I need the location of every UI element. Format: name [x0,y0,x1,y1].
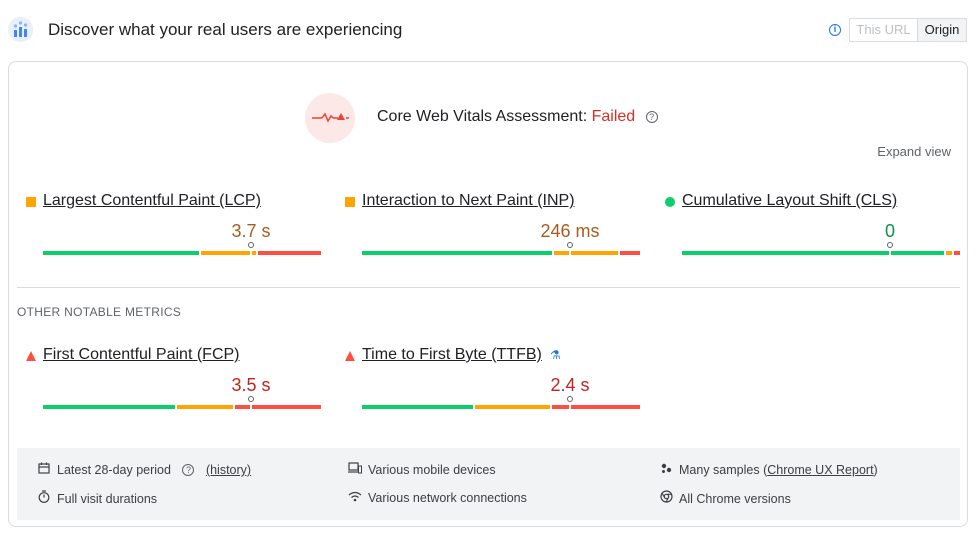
good-segment [43,251,199,255]
metric-name-link[interactable]: Interaction to Next Paint (INP) [362,192,575,209]
metric-value: 3.5 s [231,375,271,395]
metric-name-link[interactable]: Cumulative Layout Shift (CLS) [682,192,898,209]
this-url-button[interactable]: This URL [849,18,918,42]
p75-marker [567,242,573,248]
chrome-icon [659,490,673,506]
p75-marker [248,396,254,402]
needs-improvement-segment [201,251,256,255]
duration-info: Full visit durations [37,490,157,506]
page-title: Discover what your real users are experi… [48,20,403,39]
metric-value: 0 [884,221,896,241]
period-text: Latest 28-day period [57,463,171,477]
network-text: Various network connections [368,491,527,505]
distribution-bar [362,396,640,412]
people-icon [659,462,673,477]
stopwatch-icon [37,490,51,506]
needs-improvement-segment [177,405,233,409]
crux-report-link[interactable]: Chrome UX Report [767,463,874,477]
url-origin-toggle: This URL Origin [849,18,967,42]
duration-text: Full visit durations [57,492,158,506]
poor-segment [954,251,960,255]
good-segment [362,251,552,255]
period-info: Latest 28-day period ? (history) [37,462,251,477]
network-info: Various network connections [348,490,527,505]
metric-name-link[interactable]: Time to First Byte (TTFB) ⚗ [362,346,561,364]
metric-name-link[interactable]: First Contentful Paint (FCP) [43,346,240,363]
p75-marker [248,242,254,248]
assessment-label: Core Web Vitals Assessment: [377,108,588,125]
metric-value: 2.4 s [550,375,590,395]
calendar-icon [37,462,51,477]
poor-segment [620,251,640,255]
help-icon[interactable]: ? [645,111,658,123]
distribution-bar [43,242,321,258]
metric-fcp: First Contentful Paint (FCP) 3.5 s [26,346,326,416]
info-icon[interactable]: i [829,24,841,36]
divider [17,287,960,288]
history-link[interactable]: (history) [205,463,252,477]
versions-text: All Chrome versions [679,492,791,506]
p75-marker [567,396,573,402]
p75-marker-line [889,248,891,258]
metric-lcp: Largest Contentful Paint (LCP) 3.7 s [26,192,326,262]
crux-logo-icon [8,17,33,42]
devices-text: Various mobile devices [368,463,496,477]
average-status-icon [345,197,355,207]
average-status-icon [26,197,36,207]
poor-status-icon [26,351,36,361]
p75-marker [887,242,893,248]
distribution-bar [362,242,640,258]
origin-button[interactable]: Origin [918,18,967,42]
collection-info: Latest 28-day period ? (history) Full vi… [17,448,960,520]
metric-name-link[interactable]: Largest Contentful Paint (LCP) [43,192,261,209]
metric-value: 3.7 s [231,221,271,241]
needs-improvement-segment [946,251,952,255]
p75-marker-line [250,402,252,412]
wifi-icon [348,490,362,505]
experimental-flask-icon: ⚗ [549,348,561,362]
p75-marker-line [569,248,571,258]
help-icon[interactable]: ? [182,464,195,476]
samples-text: Many samples [679,463,760,477]
needs-improvement-segment [554,251,618,255]
poor-status-icon [345,351,355,361]
p75-marker-line [250,248,252,258]
metric-cls: Cumulative Layout Shift (CLS) 0 [665,192,965,262]
versions-info: All Chrome versions [659,490,791,506]
p75-marker-line [569,402,571,412]
metric-value: 246 ms [540,221,600,241]
metric-name: Time to First Byte (TTFB) [362,346,542,363]
crux-link-wrapper: (Chrome UX Report) [763,463,878,477]
poor-segment [552,405,640,409]
expand-view-link[interactable]: Expand view [877,144,951,159]
other-metrics-heading: OTHER NOTABLE METRICS [17,305,182,319]
poor-segment [258,251,321,255]
assessment-status: Failed [591,108,636,125]
failed-assessment-icon [305,93,355,143]
good-segment [362,405,473,409]
good-segment [43,405,175,409]
field-data-card: Core Web Vitals Assessment: Failed ? Exp… [8,61,968,527]
good-status-icon [665,197,675,207]
distribution-bar [682,242,960,258]
devices-icon [348,462,362,477]
good-segment [682,251,944,255]
metric-ttfb: Time to First Byte (TTFB) ⚗ 2.4 s [345,346,645,416]
needs-improvement-segment [475,405,550,409]
distribution-bar [43,396,321,412]
devices-info: Various mobile devices [348,462,496,477]
assessment-heading: Core Web Vitals Assessment: Failed ? [377,108,658,126]
samples-info: Many samples (Chrome UX Report) [659,462,878,477]
metric-inp: Interaction to Next Paint (INP) 246 ms [345,192,645,262]
header: Discover what your real users are experi… [0,0,976,60]
poor-segment [235,405,321,409]
